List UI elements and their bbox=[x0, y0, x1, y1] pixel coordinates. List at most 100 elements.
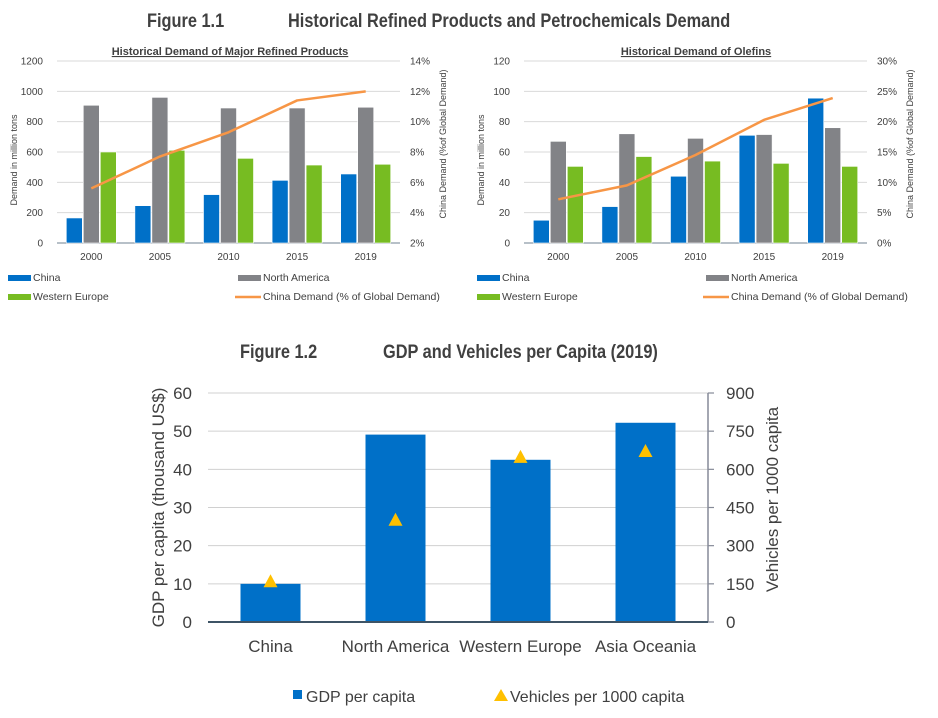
refined-bar-north-america bbox=[288, 107, 306, 244]
gdp-y-tick-label: 0 bbox=[183, 613, 192, 632]
gdp-bar bbox=[240, 583, 301, 622]
olefins-y2-tick-label: 10% bbox=[877, 178, 897, 189]
olefins-bar-north-america bbox=[549, 141, 567, 244]
refined-x-tick-label: 2010 bbox=[217, 252, 240, 263]
refined-y2-tick-label: 6% bbox=[410, 178, 425, 189]
olefins-legend-label: North America bbox=[731, 272, 798, 284]
refined-bar-western-europe bbox=[237, 158, 254, 244]
figure-1-2-title: GDP and Vehicles per Capita (2019) bbox=[383, 342, 658, 363]
olefins-y2-tick-label: 20% bbox=[877, 117, 897, 128]
olefins-y-tick-label: 20 bbox=[499, 208, 511, 219]
refined-bar-north-america bbox=[220, 107, 237, 244]
refined-y-tick-label: 600 bbox=[26, 148, 43, 159]
refined-y2-tick-label: 10% bbox=[410, 117, 430, 128]
refined-y2-axis-label: China Demand (%of Global Demand) bbox=[438, 69, 448, 218]
olefins-bar-western-europe bbox=[566, 166, 584, 244]
olefins-bar-china bbox=[601, 206, 619, 244]
olefins-y2-axis-label: China Demand (%of Global Demand) bbox=[905, 69, 915, 218]
vehicles-triangle-marker bbox=[513, 449, 528, 463]
refined-bar-western-europe bbox=[305, 164, 323, 244]
olefins-bar-north-america bbox=[687, 138, 704, 244]
olefins-bar-china bbox=[670, 175, 687, 244]
refined-bar-north-america bbox=[357, 106, 375, 244]
gdp-y-tick-label: 40 bbox=[173, 460, 192, 479]
refined-y-tick-label: 800 bbox=[26, 117, 43, 128]
figure-1-2-number: Figure 1.2 bbox=[240, 342, 318, 363]
vehicles-triangle-marker bbox=[263, 574, 278, 588]
vehicles-y2-tick-label: 900 bbox=[726, 384, 754, 403]
olefins-bar-china bbox=[738, 135, 756, 244]
olefins-legend-swatch bbox=[477, 294, 500, 300]
vehicles-y2-tick-label: 450 bbox=[726, 499, 754, 518]
refined-y-tick-label: 200 bbox=[26, 208, 43, 219]
refined-y-tick-label: 1200 bbox=[21, 57, 44, 68]
vehicles-y2-tick-label: 300 bbox=[726, 537, 754, 556]
olefins-x-tick-label: 2000 bbox=[547, 252, 570, 263]
olefins-y-tick-label: 60 bbox=[499, 148, 511, 159]
vehicles-legend-label: Vehicles per 1000 capita bbox=[510, 689, 684, 706]
olefins-y2-tick-label: 30% bbox=[877, 57, 897, 68]
refined-legend-label: China Demand (% of Global Demand) bbox=[263, 291, 440, 303]
olefins-title: Historical Demand of Olefins bbox=[621, 46, 771, 58]
olefins-y2-tick-label: 0% bbox=[877, 239, 892, 250]
gdp-x-tick-label: China bbox=[248, 637, 293, 656]
refined-legend-swatch bbox=[238, 275, 261, 281]
refined-bar-china bbox=[134, 205, 152, 244]
olefins-y-tick-label: 80 bbox=[499, 117, 511, 128]
vehicles-legend-swatch bbox=[494, 689, 508, 701]
refined-bar-western-europe bbox=[374, 163, 392, 244]
olefins-bar-western-europe bbox=[841, 166, 859, 244]
olefins-bar-western-europe bbox=[704, 160, 721, 244]
olefins-y-tick-label: 120 bbox=[493, 57, 510, 68]
olefins-bar-north-america bbox=[824, 127, 842, 244]
refined-y-axis-label: Demand in million tons bbox=[9, 114, 19, 206]
refined-y2-tick-label: 4% bbox=[410, 208, 425, 219]
gdp-y-tick-label: 10 bbox=[173, 575, 192, 594]
refined-y2-tick-label: 8% bbox=[410, 148, 425, 159]
olefins-bar-western-europe bbox=[772, 163, 790, 244]
vehicles-y2-tick-label: 0 bbox=[726, 613, 735, 632]
refined-legend-label: Western Europe bbox=[33, 291, 109, 303]
refined-x-tick-label: 2019 bbox=[355, 252, 378, 263]
olefins-y-tick-label: 100 bbox=[493, 87, 510, 98]
refined-legend-label: China bbox=[33, 272, 61, 284]
gdp-y-axis-label: GDP per capita (thousand US$) bbox=[149, 388, 168, 628]
olefins-y-tick-label: 0 bbox=[504, 239, 510, 250]
refined-bar-china bbox=[271, 180, 289, 244]
gdp-y-tick-label: 50 bbox=[173, 422, 192, 441]
refined-x-tick-label: 2005 bbox=[149, 252, 172, 263]
olefins-x-tick-label: 2005 bbox=[616, 252, 639, 263]
olefins-legend-swatch bbox=[477, 275, 500, 281]
olefins-x-tick-label: 2010 bbox=[684, 252, 707, 263]
refined-y-tick-label: 1000 bbox=[21, 87, 44, 98]
refined-x-tick-label: 2015 bbox=[286, 252, 309, 263]
refined-y2-tick-label: 2% bbox=[410, 239, 425, 250]
vehicles-y2-tick-label: 600 bbox=[726, 460, 754, 479]
olefins-bar-north-america bbox=[755, 134, 773, 244]
gdp-x-tick-label: Asia Oceania bbox=[595, 637, 697, 656]
gdp-legend-label: GDP per capita bbox=[306, 689, 415, 706]
gdp-y-tick-label: 60 bbox=[173, 384, 192, 403]
refined-bar-north-america bbox=[83, 104, 100, 244]
refined-legend-swatch bbox=[8, 294, 31, 300]
olefins-y-tick-label: 40 bbox=[499, 178, 511, 189]
gdp-y-tick-label: 20 bbox=[173, 537, 192, 556]
olefins-legend-label: China Demand (% of Global Demand) bbox=[731, 291, 908, 303]
olefins-y-axis-label: Demand in million tons bbox=[476, 114, 486, 206]
refined-title: Historical Demand of Major Refined Produ… bbox=[112, 46, 349, 58]
vehicles-y2-tick-label: 150 bbox=[726, 575, 754, 594]
refined-bar-china bbox=[203, 194, 220, 244]
refined-x-tick-label: 2000 bbox=[80, 252, 103, 263]
refined-bar-western-europe bbox=[100, 151, 117, 244]
gdp-x-tick-label: Western Europe bbox=[459, 637, 582, 656]
refined-y2-tick-label: 12% bbox=[410, 87, 430, 98]
figure-1-1-number: Figure 1.1 bbox=[147, 11, 225, 32]
gdp-bar bbox=[365, 434, 426, 622]
refined-y-tick-label: 0 bbox=[37, 239, 43, 250]
refined-bar-north-america bbox=[151, 97, 169, 244]
refined-y-tick-label: 400 bbox=[26, 178, 43, 189]
gdp-legend-swatch bbox=[293, 690, 302, 699]
